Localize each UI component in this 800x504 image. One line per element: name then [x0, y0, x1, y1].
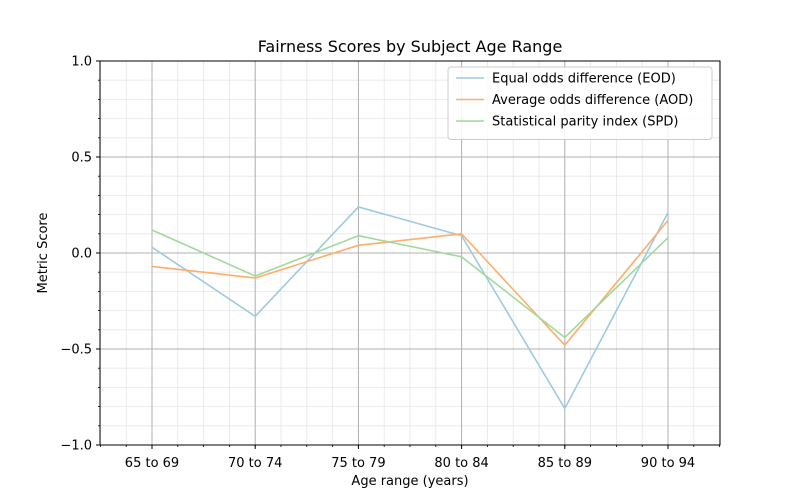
x-tick-label: 65 to 69: [125, 456, 179, 471]
series-line-3: [151, 229, 669, 339]
x-axis-label: Age range (years): [351, 474, 468, 489]
y-tick-label: −1.0: [60, 439, 92, 454]
series-line-1: [151, 206, 669, 410]
x-tick-label: 85 to 89: [538, 456, 592, 471]
axis-ticks: [96, 60, 720, 449]
x-tick-label: 80 to 84: [434, 456, 488, 471]
legend: Equal odds difference (EOD) Average odds …: [447, 66, 713, 140]
y-tick-label: 1.0: [71, 55, 92, 70]
y-axis-label: Metric Score: [36, 213, 51, 294]
y-tick-label: −0.5: [60, 343, 92, 358]
x-tick-label: 70 to 74: [228, 456, 282, 471]
series-line-2: [151, 219, 669, 346]
y-tick-label: 0.0: [71, 247, 92, 262]
axis-tick-labels: 1.0 0.5 0.0 −0.5 −1.0 65 to 69 70 to 74 75 to 7…: [60, 55, 695, 472]
y-tick-label: 0.5: [71, 151, 92, 166]
legend-label-3: Statistical parity index (SPD): [492, 115, 678, 130]
series-lines: [151, 206, 669, 410]
x-tick-label: 75 to 79: [331, 456, 385, 471]
x-tick-label: 90 to 94: [641, 456, 695, 471]
legend-label-2: Average odds difference (AOD): [492, 93, 693, 108]
chart-title: Fairness Scores by Subject Age Range: [258, 37, 563, 56]
legend-box: [447, 66, 713, 140]
legend-label-1: Equal odds difference (EOD): [492, 72, 676, 87]
